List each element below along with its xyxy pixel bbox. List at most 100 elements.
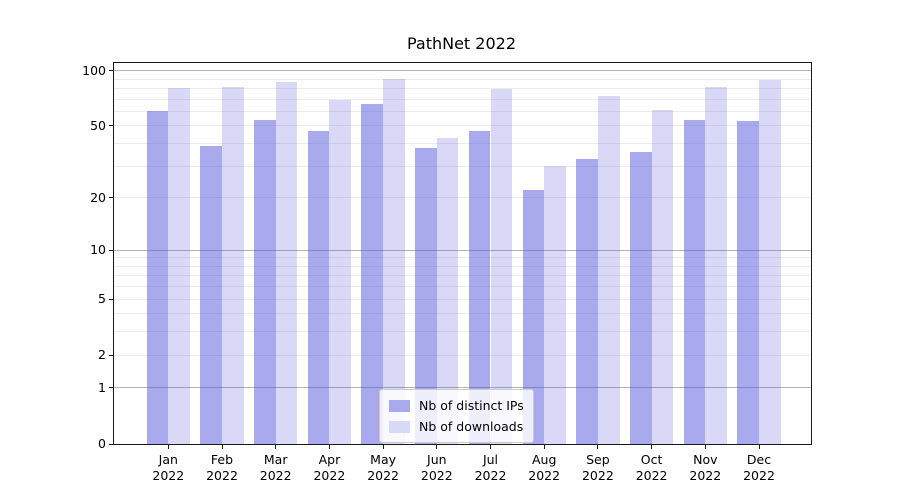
x-tick-mark xyxy=(490,445,491,449)
major-gridline xyxy=(114,249,811,251)
minor-gridline xyxy=(114,275,811,277)
y-tick-label: 100 xyxy=(82,62,106,78)
x-tick-label-year: 2022 xyxy=(206,467,238,483)
minor-gridline xyxy=(114,87,811,89)
x-tick-mark xyxy=(651,445,653,449)
x-tick-label: Oct 2022 xyxy=(636,452,668,483)
minor-gridline xyxy=(114,265,811,267)
legend-swatch-icon xyxy=(389,399,410,412)
y-tick-mark xyxy=(109,298,113,300)
x-tick-label: Sep 2022 xyxy=(582,452,614,483)
plot-area: 0 1 2 5 10 20 50 100 Jan 2022 Feb 2022 Mar 2022 Apr 202… xyxy=(82,62,812,483)
bar-nb-of-distinct-ips-jan xyxy=(146,111,169,444)
y-tick-mark xyxy=(109,387,113,389)
y-tick-mark xyxy=(109,197,113,199)
x-tick-label-year: 2022 xyxy=(743,467,775,483)
x-tick-mark xyxy=(221,445,223,449)
y-tick-label: 2 xyxy=(98,347,106,363)
legend-entry: Nb of distinct IPs xyxy=(389,395,524,416)
legend-entry: Nb of downloads xyxy=(389,416,524,437)
x-tick-label-month: Jul xyxy=(482,452,499,467)
bar-nb-of-distinct-ips-nov xyxy=(683,119,706,444)
minor-gridline xyxy=(114,354,811,356)
minor-gridline xyxy=(114,286,811,288)
y-tick-mark xyxy=(109,125,113,127)
major-gridline xyxy=(114,387,811,389)
x-tick-label-month: Apr xyxy=(318,452,341,467)
x-tick-label-year: 2022 xyxy=(259,467,292,483)
minor-gridline xyxy=(114,197,811,199)
y-tick-label: 50 xyxy=(90,117,106,133)
x-tick-label-year: 2022 xyxy=(313,467,346,483)
bar-nb-of-downloads-aug xyxy=(544,166,566,444)
y-tick-mark xyxy=(109,249,113,251)
x-tick-mark xyxy=(436,445,438,449)
x-tick-label: Jan 2022 xyxy=(152,452,184,483)
bar-nb-of-downloads-feb xyxy=(222,86,244,444)
x-tick-label: Apr 2022 xyxy=(313,452,345,483)
minor-gridline xyxy=(114,143,811,145)
x-tick-label-year: 2022 xyxy=(581,467,614,483)
y-tick-mark xyxy=(109,443,113,445)
x-tick-mark xyxy=(167,445,169,449)
legend-swatch-icon xyxy=(389,420,410,433)
x-tick-mark xyxy=(704,445,706,449)
bar-nb-of-downloads-nov xyxy=(705,86,727,444)
bar-nb-of-distinct-ips-jun xyxy=(415,147,437,444)
x-tick-mark xyxy=(382,445,384,449)
y-tick-label: 10 xyxy=(90,242,106,257)
y-tick-label: 20 xyxy=(90,189,106,205)
x-tick-label: May 2022 xyxy=(367,452,399,483)
bar-nb-of-downloads-jun xyxy=(436,137,459,444)
x-tick-label-month: Oct xyxy=(640,452,663,467)
bar-nb-of-distinct-ips-sep xyxy=(576,158,598,444)
minor-gridline xyxy=(114,125,811,127)
legend-label: Nb of downloads xyxy=(419,418,524,434)
bar-nb-of-distinct-ips-oct xyxy=(629,151,652,444)
x-tick-label-year: 2022 xyxy=(635,467,668,483)
bar-nb-of-downloads-dec xyxy=(759,79,781,444)
x-tick-label: Jun 2022 xyxy=(421,452,453,483)
bar-nb-of-distinct-ips-aug xyxy=(522,190,545,444)
x-tick-mark xyxy=(275,445,277,449)
x-tick-label-month: Aug xyxy=(531,452,557,467)
bar-nb-of-downloads-sep xyxy=(597,95,620,444)
x-tick-label-year: 2022 xyxy=(420,467,453,483)
x-tick-label-year: 2022 xyxy=(152,467,185,483)
bar-nb-of-downloads-jul xyxy=(490,89,513,444)
x-tick-label-year: 2022 xyxy=(474,467,507,483)
x-tick-label: Jul 2022 xyxy=(475,452,507,483)
bar-nb-of-distinct-ips-dec xyxy=(737,121,759,444)
bar-nb-of-distinct-ips-mar xyxy=(254,119,276,444)
x-tick-label: Dec 2022 xyxy=(743,452,775,483)
x-tick-label: Nov 2022 xyxy=(689,452,721,483)
minor-gridline xyxy=(114,98,811,100)
x-tick-label-month: Feb xyxy=(210,452,234,467)
x-tick-label: Mar 2022 xyxy=(260,452,292,483)
legend-label: Nb of distinct IPs xyxy=(419,397,524,413)
y-tick-label: 1 xyxy=(98,379,106,395)
x-tick-label-year: 2022 xyxy=(528,467,561,483)
x-tick-label-month: May xyxy=(370,452,397,467)
minor-gridline xyxy=(114,298,811,300)
bar-nb-of-distinct-ips-apr xyxy=(307,130,330,444)
major-gridline xyxy=(114,70,811,72)
minor-gridline xyxy=(114,165,811,167)
y-tick-mark xyxy=(109,354,113,356)
x-tick-label-year: 2022 xyxy=(689,467,722,483)
minor-gridline xyxy=(114,78,811,80)
x-tick-mark xyxy=(758,445,760,449)
y-tick-label: 0 xyxy=(98,436,106,451)
x-tick-mark xyxy=(543,445,545,449)
y-tick-label: 5 xyxy=(98,291,106,307)
minor-gridline xyxy=(114,110,811,112)
bar-nb-of-downloads-oct xyxy=(651,110,674,444)
x-tick-label-month: Dec xyxy=(746,452,772,467)
bar-nb-of-distinct-ips-feb xyxy=(200,145,222,444)
minor-gridline xyxy=(114,331,811,333)
x-tick-label-month: Sep xyxy=(586,452,610,467)
x-tick-label-month: Jun xyxy=(427,452,447,467)
minor-gridline xyxy=(114,313,811,315)
x-tick-label-year: 2022 xyxy=(367,467,399,483)
